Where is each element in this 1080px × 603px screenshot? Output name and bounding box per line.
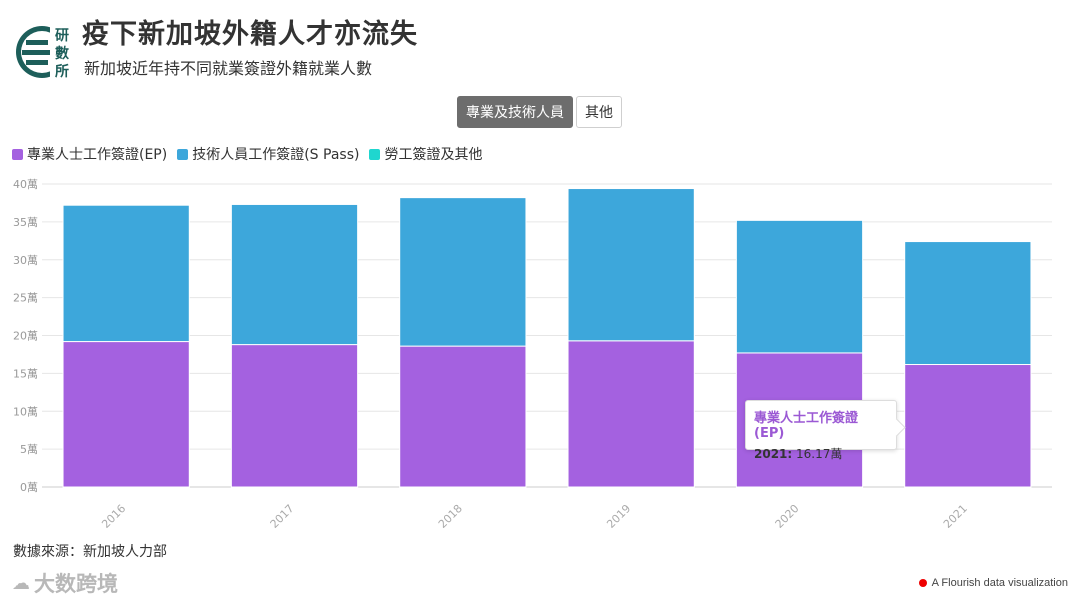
chart-tooltip: 專業人士工作簽證(EP) 2021: 16.17萬 <box>745 400 897 461</box>
logo-char-3: 所 <box>55 63 69 80</box>
bar-2018-series-0 <box>399 345 527 488</box>
x-tick-label: 2020 <box>773 502 802 530</box>
x-tick-label: 2018 <box>436 502 465 530</box>
data-source: 數據來源：新加坡人力部 <box>13 544 167 560</box>
bar-chart: 0萬 5萬 10萬 15萬 20萬 25萬 30萬 35萬 40萬 2016 2017 2018 201… <box>13 178 1052 530</box>
legend-swatch-wp <box>369 148 381 160</box>
bar-2018-series-1 <box>399 197 527 347</box>
tab-professional[interactable]: 專業及技術人員 <box>457 96 573 128</box>
x-tick-label: 2016 <box>99 502 128 530</box>
bar-2016-series-1 <box>62 204 190 343</box>
credit-text: A Flourish data visualization <box>931 577 1068 589</box>
bar-2021-series-1 <box>904 241 1032 366</box>
legend-label-spass: 技術人員工作簽證(S Pass) <box>192 147 360 163</box>
tooltip-series: 專業人士工作簽證(EP) <box>754 411 859 441</box>
x-tick-label: 2017 <box>268 502 297 530</box>
y-tick-label: 30萬 <box>13 254 38 267</box>
tooltip-value: 16.17萬 <box>796 447 843 461</box>
bar-2017-series-1 <box>230 203 359 346</box>
y-tick-label: 25萬 <box>13 292 38 305</box>
y-tick-label: 15萬 <box>13 367 38 380</box>
bar-2016-series-0 <box>62 341 190 488</box>
legend-label-wp: 勞工簽證及其他 <box>384 147 483 163</box>
legend-item-ep[interactable]: 專業人士工作簽證(EP) <box>12 144 167 164</box>
legend-label-ep: 專業人士工作簽證(EP) <box>27 147 168 163</box>
legend-swatch-ep <box>12 148 23 160</box>
bar-2021-series-0 <box>904 364 1032 488</box>
flourish-credit[interactable]: A Flourish data visualization <box>918 577 1068 589</box>
x-tick-label: 2019 <box>604 502 633 530</box>
y-tick-label: 20萬 <box>13 330 38 343</box>
page-title: 疫下新加坡外籍人才亦流失 <box>82 19 418 50</box>
y-tick-label: 0萬 <box>20 481 38 494</box>
tooltip-year: 2021: <box>754 447 793 461</box>
y-tick-label: 35萬 <box>13 216 38 229</box>
y-tick-label: 10萬 <box>13 405 38 418</box>
watermark-icon: ☁ <box>12 572 30 594</box>
y-tick-label: 5萬 <box>20 443 38 456</box>
legend-item-wp[interactable]: 勞工簽證及其他 <box>369 144 482 164</box>
flourish-logo-icon <box>918 579 927 587</box>
tab-bar: 專業及技術人員 其他 <box>457 96 622 128</box>
bar-2020-series-1 <box>735 219 864 354</box>
legend-swatch-spass <box>177 148 189 160</box>
bar-2019-series-0 <box>567 340 695 488</box>
x-tick-label: 2021 <box>941 502 970 530</box>
watermark-text: 大数跨境 <box>34 572 118 596</box>
bar-2019-series-1 <box>567 188 695 342</box>
y-tick-label: 40萬 <box>13 178 38 191</box>
logo: 研 數 所 <box>16 24 78 80</box>
watermark: ☁ 大数跨境 <box>12 568 118 598</box>
logo-char-2: 數 <box>55 45 69 62</box>
tab-other[interactable]: 其他 <box>576 96 622 128</box>
bar-2017-series-0 <box>230 344 359 488</box>
chart-legend: 專業人士工作簽證(EP) 技術人員工作簽證(S Pass) 勞工簽證及其他 <box>12 144 482 164</box>
logo-char-1: 研 <box>55 28 69 44</box>
page-subtitle: 新加坡近年持不同就業簽證外籍就業人數 <box>84 59 373 78</box>
legend-item-spass[interactable]: 技術人員工作簽證(S Pass) <box>177 144 359 164</box>
